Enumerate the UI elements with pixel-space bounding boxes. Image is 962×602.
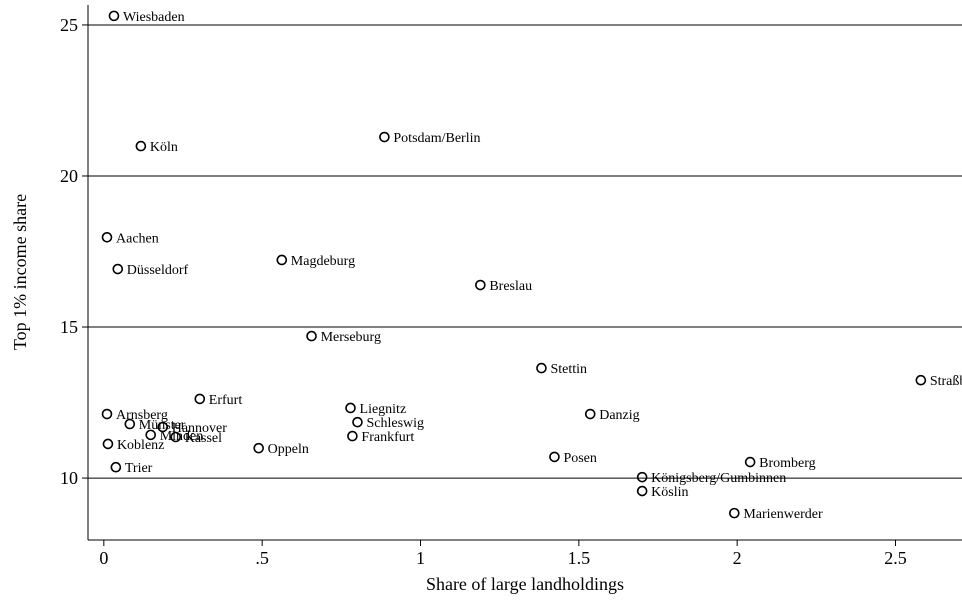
x-tick-label: 1 (416, 548, 425, 568)
point-label: Posen (563, 451, 596, 466)
x-tick-label: 0 (99, 548, 108, 568)
point (253, 442, 264, 454)
y-axis-label: Top 1% income share (10, 194, 30, 350)
point-label: Trier (125, 461, 153, 476)
point (915, 374, 927, 386)
point-label: Frankfurt (361, 430, 414, 445)
y-tick-label: 25 (60, 15, 78, 35)
point-label: Marienwerder (743, 507, 823, 522)
point (101, 408, 113, 420)
point (549, 451, 560, 463)
point (276, 254, 288, 266)
point-label: Köln (150, 140, 178, 155)
point (352, 416, 363, 428)
point (157, 421, 169, 433)
point-label: Breslau (489, 279, 532, 294)
point (124, 418, 136, 430)
y-tick-label: 15 (60, 317, 78, 337)
point-label: Münster (139, 418, 186, 433)
point (108, 10, 120, 22)
point (475, 279, 486, 291)
point-label: Koblenz (117, 438, 164, 453)
point-label: Liegnitz (360, 402, 407, 417)
point (729, 507, 740, 519)
x-tick-label: 1.5 (568, 548, 591, 568)
point-label: Potsdam/Berlin (393, 131, 480, 146)
point (170, 431, 182, 443)
point (110, 461, 122, 473)
x-axis-label: Share of large landholdings (426, 574, 624, 594)
point-label: Königsberg/Gumbinnen (651, 471, 786, 486)
point-label: Aachen (116, 231, 159, 246)
x-tick-label: .5 (255, 548, 269, 568)
y-tick-label: 20 (60, 166, 78, 186)
point-label: Köslin (651, 485, 688, 500)
x-tick-label: 2 (733, 548, 742, 568)
point (135, 140, 147, 152)
point (744, 456, 756, 468)
point (102, 438, 114, 450)
point (145, 429, 156, 441)
point (536, 362, 547, 374)
point-label: Minden (160, 429, 204, 444)
point-label: Bromberg (759, 456, 816, 471)
point (347, 430, 358, 442)
x-tick-label: 2.5 (884, 548, 907, 568)
point-label: Wiesbaden (123, 10, 185, 25)
point (636, 485, 648, 497)
point-label: Erfurt (209, 393, 243, 408)
point (306, 330, 317, 342)
point-label: Kassel (185, 431, 222, 446)
point (101, 232, 113, 243)
point-label: Oppeln (268, 442, 309, 457)
point (379, 131, 390, 143)
point-label: Stettin (550, 362, 587, 377)
point-label: Schleswig (366, 416, 424, 431)
point-label: Hannover (172, 421, 228, 436)
point (584, 408, 596, 420)
point-label: Düsseldorf (127, 263, 189, 278)
point-label: Straßburg (930, 374, 962, 389)
point-label: Danzig (599, 408, 639, 423)
y-tick-label: 10 (60, 468, 78, 488)
point (112, 263, 124, 275)
point-label: Magdeburg (291, 254, 355, 269)
point (636, 471, 648, 483)
point-label: Merseburg (321, 330, 381, 345)
point (194, 393, 206, 405)
point (345, 402, 356, 414)
